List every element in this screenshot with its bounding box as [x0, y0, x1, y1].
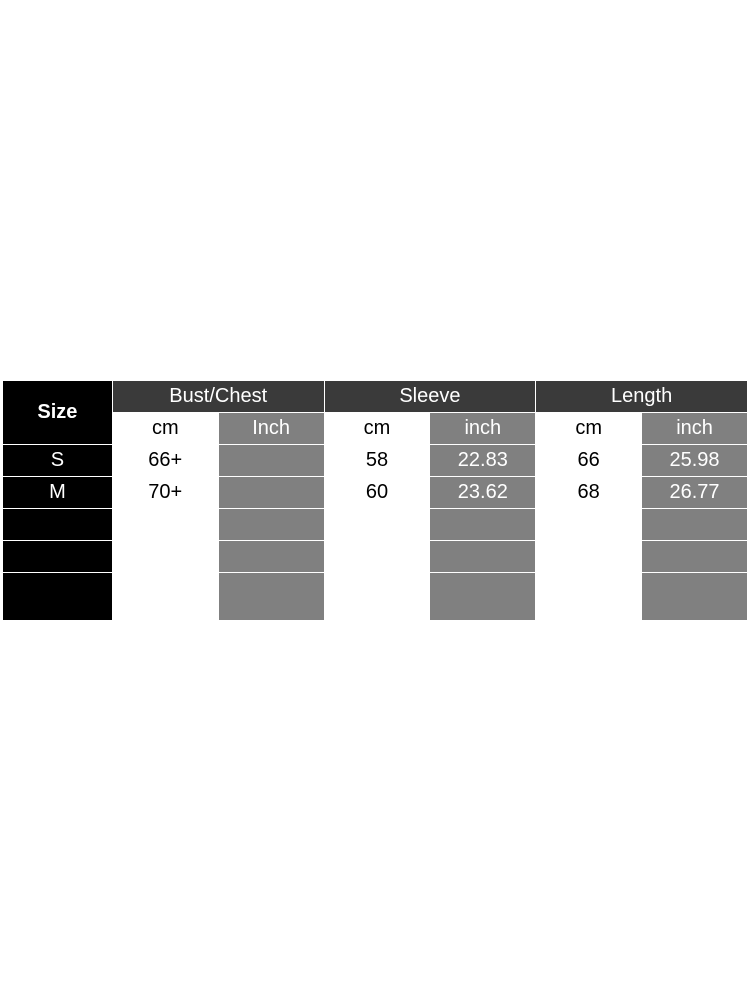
bust-cm-cell: 70+ [112, 476, 218, 508]
length-inch-header: inch [642, 412, 748, 444]
length-cm-cell [536, 572, 642, 620]
data-row: M 70+ 60 23.62 68 26.77 [3, 476, 748, 508]
bust-inch-cell [218, 476, 324, 508]
header-row-2: cm Inch cm inch cm inch [3, 412, 748, 444]
bust-cm-cell [112, 572, 218, 620]
sleeve-inch-header: inch [430, 412, 536, 444]
size-header: Size [3, 380, 113, 444]
sleeve-cm-cell [324, 540, 430, 572]
length-inch-cell: 25.98 [642, 444, 748, 476]
sleeve-inch-cell [430, 540, 536, 572]
length-inch-cell [642, 572, 748, 620]
bust-cm-cell [112, 540, 218, 572]
length-cm-cell: 68 [536, 476, 642, 508]
size-cell [3, 508, 113, 540]
sleeve-cm-cell: 60 [324, 476, 430, 508]
data-row [3, 572, 748, 620]
sleeve-cm-header: cm [324, 412, 430, 444]
length-inch-cell [642, 540, 748, 572]
data-row: S 66+ 58 22.83 66 25.98 [3, 444, 748, 476]
size-cell [3, 572, 113, 620]
sleeve-cm-cell [324, 572, 430, 620]
bust-inch-cell [218, 540, 324, 572]
bust-inch-cell [218, 508, 324, 540]
sleeve-inch-cell [430, 572, 536, 620]
length-cm-cell: 66 [536, 444, 642, 476]
sleeve-inch-cell [430, 508, 536, 540]
size-chart-table: Size Bust/Chest Sleeve Length cm Inch cm… [2, 380, 748, 621]
header-row-1: Size Bust/Chest Sleeve Length [3, 380, 748, 412]
data-row [3, 508, 748, 540]
bust-cm-cell [112, 508, 218, 540]
bust-inch-cell [218, 444, 324, 476]
sleeve-cm-cell [324, 508, 430, 540]
bust-inch-header: Inch [218, 412, 324, 444]
bust-cm-cell: 66+ [112, 444, 218, 476]
length-inch-cell: 26.77 [642, 476, 748, 508]
sleeve-cm-cell: 58 [324, 444, 430, 476]
sleeve-header: Sleeve [324, 380, 536, 412]
size-cell [3, 540, 113, 572]
length-cm-cell [536, 508, 642, 540]
length-inch-cell [642, 508, 748, 540]
sleeve-inch-cell: 23.62 [430, 476, 536, 508]
bust-header: Bust/Chest [112, 380, 324, 412]
length-cm-cell [536, 540, 642, 572]
data-row [3, 540, 748, 572]
length-cm-header: cm [536, 412, 642, 444]
sleeve-inch-cell: 22.83 [430, 444, 536, 476]
bust-cm-header: cm [112, 412, 218, 444]
length-header: Length [536, 380, 748, 412]
size-cell: S [3, 444, 113, 476]
bust-inch-cell [218, 572, 324, 620]
size-cell: M [3, 476, 113, 508]
